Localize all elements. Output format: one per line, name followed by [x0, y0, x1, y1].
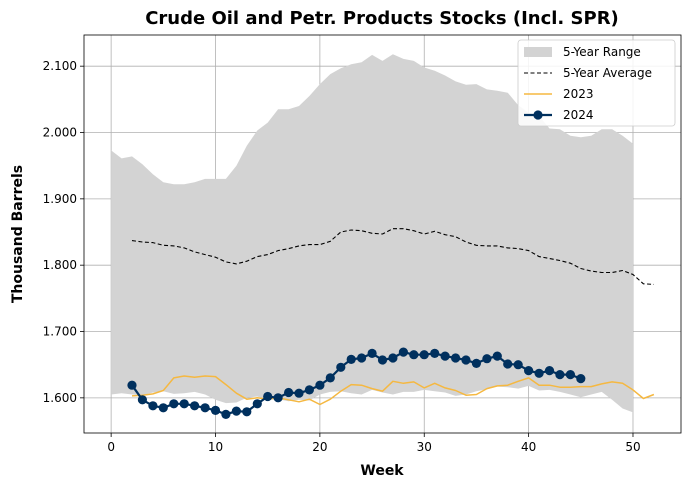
- data-point-y2024: [471, 358, 481, 368]
- data-point-y2024: [451, 353, 461, 363]
- data-point-y2024: [440, 351, 450, 361]
- x-tick-label: 40: [521, 440, 536, 454]
- data-point-y2024: [513, 360, 523, 370]
- data-point-y2024: [137, 395, 147, 405]
- data-point-y2024: [367, 348, 377, 358]
- y-tick-label: 1.600: [43, 391, 77, 405]
- data-point-y2024: [325, 373, 335, 383]
- series-line-y2023: [131, 375, 655, 406]
- data-point-y2024: [503, 359, 513, 369]
- data-point-y2024: [304, 385, 314, 395]
- chart-title: Crude Oil and Petr. Products Stocks (Inc…: [145, 8, 619, 29]
- data-point-y2024: [524, 366, 534, 376]
- plot-frame: [83, 34, 682, 434]
- data-point-y2024: [336, 362, 346, 372]
- y-tick-label: 2.100: [43, 59, 77, 73]
- data-point-y2024: [409, 350, 419, 360]
- data-point-y2024: [231, 406, 241, 416]
- y-tick-label: 1.700: [43, 325, 77, 339]
- data-point-y2024: [210, 405, 221, 415]
- data-point-y2024: [294, 388, 304, 398]
- data-point-y2024: [169, 399, 179, 409]
- data-point-y2024: [315, 380, 325, 390]
- data-point-y2024: [127, 380, 137, 390]
- data-point-y2024: [534, 368, 544, 378]
- data-point-y2024: [200, 403, 210, 413]
- y-tick-label: 1.800: [43, 258, 77, 272]
- data-point-y2024: [346, 354, 356, 364]
- legend-swatch-range: [524, 47, 552, 57]
- data-point-y2024: [148, 401, 158, 411]
- data-point-y2024: [544, 366, 555, 376]
- data-point-y2024: [398, 347, 408, 357]
- data-point-y2024: [482, 354, 492, 364]
- data-point-y2024: [179, 399, 189, 409]
- legend-label-range: 5-Year Range: [563, 45, 641, 59]
- data-point-y2024: [377, 355, 388, 365]
- y-tick-label: 1.900: [43, 192, 77, 206]
- x-tick-label: 10: [208, 440, 223, 454]
- data-point-y2024: [190, 401, 200, 411]
- data-point-y2024: [263, 391, 273, 402]
- data-point-y2024: [252, 399, 262, 409]
- data-point-y2024: [273, 393, 283, 403]
- data-point-y2024: [419, 350, 429, 360]
- x-tick-label: 50: [625, 440, 640, 454]
- x-tick-label: 0: [107, 440, 115, 454]
- data-point-y2024: [430, 348, 440, 358]
- data-point-y2024: [388, 353, 398, 363]
- data-point-y2024: [565, 370, 576, 380]
- data-point-y2024: [221, 409, 231, 419]
- legend-box: [517, 39, 676, 127]
- legend-marker-y2024: [533, 110, 543, 120]
- data-point-y2024: [357, 353, 367, 363]
- series-layer: [127, 228, 655, 419]
- legend-label-average: 5-Year Average: [563, 66, 652, 80]
- data-point-y2024: [158, 403, 168, 413]
- x-tick-label: 30: [417, 440, 432, 454]
- data-point-y2024: [576, 374, 586, 384]
- axis-layer: 0 10 20 30 40 50 1.600 1.700 1.800 1.900 2.000 2.10…: [43, 34, 682, 454]
- data-point-y2024: [284, 387, 294, 398]
- x-tick-label: 20: [312, 440, 327, 454]
- legend-label-y2024: 2024: [563, 108, 594, 122]
- data-point-y2024: [461, 355, 471, 365]
- x-axis-title: Week: [360, 463, 404, 479]
- legend: 5-Year Range 5-Year Average 2023 2024: [517, 39, 676, 127]
- legend-label-y2023: 2023: [563, 87, 594, 101]
- y-tick-label: 2.000: [43, 126, 77, 140]
- data-point-y2024: [492, 351, 502, 361]
- data-point-y2024: [242, 407, 252, 417]
- data-point-y2024: [555, 370, 565, 380]
- y-axis-title: Thousand Barrels: [10, 165, 26, 303]
